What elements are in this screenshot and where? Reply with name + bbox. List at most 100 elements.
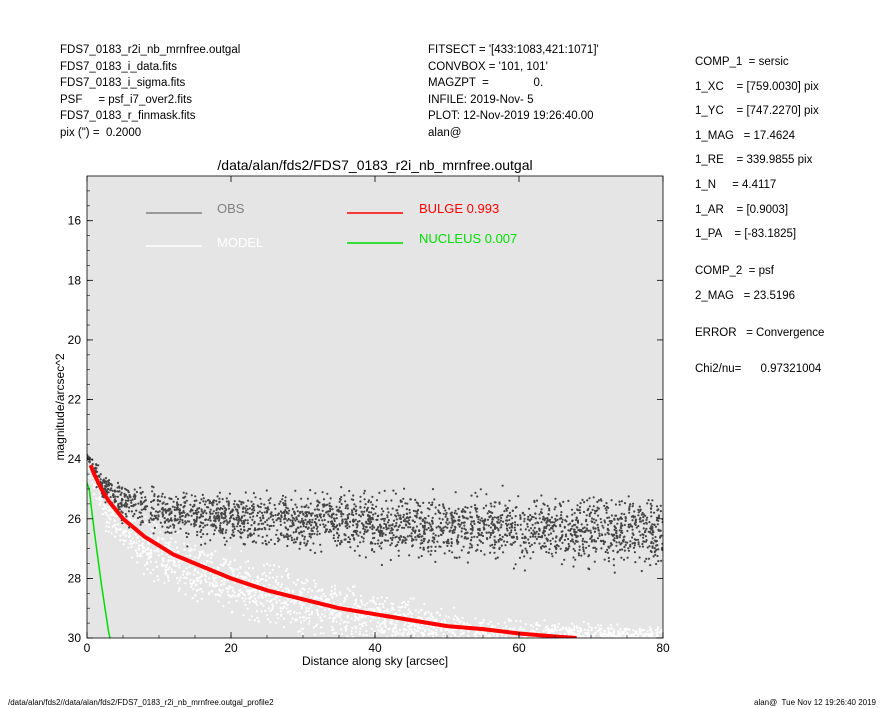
model-point (256, 575, 259, 578)
model-point (177, 589, 180, 592)
obs-point (585, 546, 588, 549)
model-point (205, 554, 209, 557)
obs-point (466, 531, 469, 534)
model-point (395, 612, 398, 616)
obs-point (425, 528, 428, 531)
obs-point (123, 492, 126, 495)
obs-point (313, 521, 316, 524)
obs-point (175, 519, 178, 522)
obs-point (337, 534, 341, 537)
model-point (492, 647, 494, 649)
model-point (590, 629, 593, 632)
obs-point (447, 542, 450, 545)
model-point (265, 574, 268, 577)
model-point (430, 613, 433, 616)
model-point (435, 620, 438, 623)
model-point (212, 577, 215, 580)
obs-point (228, 492, 231, 495)
model-point (440, 607, 443, 610)
model-point (578, 632, 581, 635)
model-point (333, 584, 336, 587)
obs-point (391, 536, 394, 539)
model-point (588, 625, 591, 628)
obs-point (593, 546, 597, 549)
model-point (465, 622, 469, 625)
obs-point (503, 510, 506, 513)
obs-point (489, 502, 492, 505)
model-point (542, 642, 544, 644)
obs-point (132, 503, 135, 507)
model-point (544, 642, 546, 644)
obs-point (430, 545, 433, 548)
model-point (631, 634, 634, 637)
model-point (477, 647, 479, 649)
model-point (499, 650, 501, 652)
model-point (377, 628, 380, 631)
obs-point (548, 524, 551, 527)
obs-point (578, 548, 581, 552)
obs-point (232, 531, 235, 534)
model-point (460, 629, 463, 632)
obs-point (478, 521, 481, 525)
model-point (123, 530, 126, 533)
obs-point (382, 517, 385, 521)
model-point (648, 641, 650, 643)
obs-point (577, 552, 580, 555)
obs-point (529, 557, 532, 560)
model-point (344, 598, 347, 601)
obs-point (294, 541, 297, 544)
model-point (622, 639, 624, 641)
header-right-params: COMP_1 = sersic 1_XC = [759.0030] pix 1_YC… (695, 50, 824, 382)
obs-point (615, 544, 618, 547)
obs-point (279, 510, 282, 513)
model-point (474, 647, 476, 649)
model-point (323, 615, 326, 618)
model-point (603, 640, 605, 642)
obs-point (193, 504, 196, 507)
obs-point (641, 519, 645, 522)
model-point (471, 641, 473, 643)
obs-point (377, 514, 380, 517)
model-point (115, 527, 118, 530)
model-point (178, 587, 181, 590)
obs-point (199, 530, 202, 534)
obs-point (633, 538, 636, 541)
obs-point (620, 524, 623, 527)
model-point (321, 613, 324, 616)
model-point (542, 641, 544, 643)
model-point (457, 640, 459, 642)
model-point (594, 632, 597, 635)
obs-point (581, 543, 585, 546)
model-point (233, 559, 236, 562)
obs-point (300, 505, 303, 508)
obs-point (541, 518, 545, 521)
model-point (598, 639, 600, 641)
obs-point (569, 540, 573, 543)
model-point (176, 577, 179, 580)
model-point (271, 603, 274, 606)
obs-point (397, 549, 400, 552)
model-point (623, 644, 625, 646)
model-point (283, 605, 286, 608)
obs-point (542, 515, 545, 519)
model-point (475, 642, 477, 644)
obs-point (184, 515, 187, 519)
obs-point (294, 519, 297, 522)
obs-point (204, 500, 207, 503)
obs-point (362, 513, 365, 517)
model-point (391, 630, 394, 633)
model-point (638, 627, 642, 630)
model-point (464, 655, 466, 657)
model-point (630, 640, 632, 642)
obs-point (287, 538, 290, 541)
obs-point (466, 506, 469, 509)
model-point (287, 576, 290, 580)
model-point (490, 641, 492, 643)
model-point (383, 600, 387, 603)
obs-point (163, 496, 166, 499)
obs-point (348, 489, 351, 493)
model-point (166, 563, 169, 566)
model-point (543, 619, 546, 622)
obs-point (143, 506, 146, 509)
obs-point (515, 535, 519, 539)
